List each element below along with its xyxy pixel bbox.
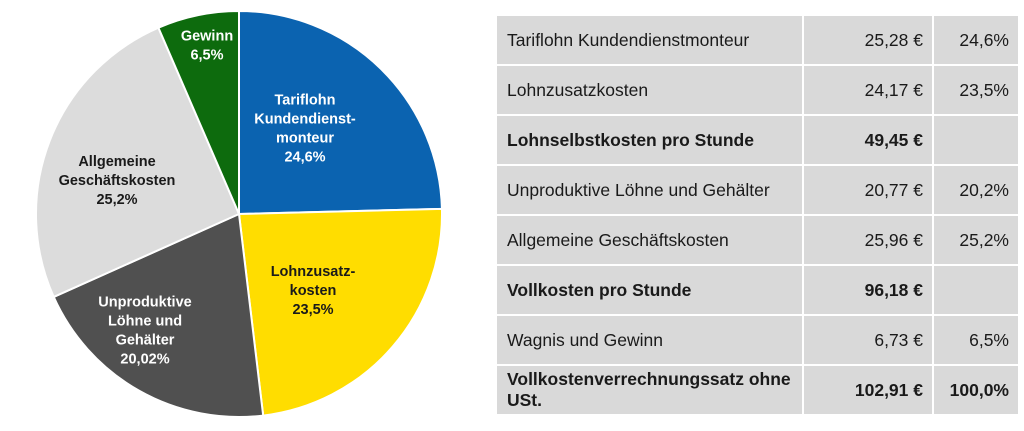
row-amount: 6,73 € [802, 316, 932, 366]
row-label: Lohnselbstkosten pro Stunde [497, 116, 802, 166]
row-percent [932, 116, 1018, 166]
pie-slice-label-line: Gewinn [181, 29, 233, 45]
pie-slice-label-line: 25,2% [96, 192, 137, 208]
row-percent: 100,0% [932, 366, 1018, 416]
cost-table-row: Lohnselbstkosten pro Stunde 49,45 € [497, 116, 1018, 166]
cost-table-row: Vollkostenverrechnungssatz ohne USt. 102,… [497, 366, 1018, 416]
cost-table-row: Vollkosten pro Stunde 96,18 € [497, 266, 1018, 316]
row-amount: 25,96 € [802, 216, 932, 266]
pie-slice [237, 207, 443, 417]
row-label: Vollkosten pro Stunde [497, 266, 802, 316]
row-label: Unproduktive Löhne und Gehälter [497, 166, 802, 216]
cost-table-row: Tariflohn Kundendienstmonteur 25,28 €24,6… [497, 16, 1018, 66]
row-label: Tariflohn Kundendienstmonteur [497, 16, 802, 66]
row-percent [932, 266, 1018, 316]
row-percent: 20,2% [932, 166, 1018, 216]
pie-slice-label: Tariflohn Kundendienst-monteur 24,6% [254, 93, 356, 166]
pie-slice-label: Unproduktive Löhne und Gehälter 20,02% [98, 295, 191, 368]
cost-table-row: Allgemeine Geschäftskosten 25,96 €25,2% [497, 216, 1018, 266]
pie-slice-label: Gewinn 6,5% [181, 29, 233, 64]
pie-slice-label-line: kosten [290, 283, 337, 299]
row-percent: 24,6% [932, 16, 1018, 66]
pie-slice-label: Lohnzusatz-kosten 23,5% [271, 264, 356, 318]
cost-table: Tariflohn Kundendienstmonteur 25,28 €24,6… [497, 16, 1018, 416]
pie-slice [238, 9, 443, 216]
row-amount: 24,17 € [802, 66, 932, 116]
pie-slice-label-line: monteur [276, 131, 334, 147]
cost-table-row: Lohnzusatzkosten 24,17 €23,5% [497, 66, 1018, 116]
row-amount: 96,18 € [802, 266, 932, 316]
pie-slice [157, 9, 240, 215]
pie-slice-label-line: Geschäftskosten [59, 173, 176, 189]
pie-slice-label-line: Unproduktive [98, 295, 191, 311]
pie-slice-label: Allgemeine Geschäftskosten 25,2% [59, 154, 176, 208]
row-percent: 23,5% [932, 66, 1018, 116]
pie-slice-label-line: 6,5% [190, 48, 223, 64]
cost-table-row: Unproduktive Löhne und Gehälter 20,77 €20… [497, 166, 1018, 216]
row-amount: 25,28 € [802, 16, 932, 66]
cost-table-body: Tariflohn Kundendienstmonteur 25,28 €24,6… [497, 16, 1018, 416]
pie-slice-label-line: Gehälter [116, 333, 175, 349]
pie-slice-label-line: 23,5% [292, 302, 333, 318]
pie-slice-label-line: Allgemeine [78, 154, 155, 170]
row-percent: 6,5% [932, 316, 1018, 366]
row-label: Vollkostenverrechnungssatz ohne USt. [497, 366, 802, 416]
pie-slice-label-line: Löhne und [108, 314, 182, 330]
pie-slice [52, 212, 265, 419]
row-label: Allgemeine Geschäftskosten [497, 216, 802, 266]
pie-slice-label-line: 24,6% [284, 150, 325, 166]
pie-slice [35, 26, 241, 299]
row-amount: 20,77 € [802, 166, 932, 216]
row-amount: 102,91 € [802, 366, 932, 416]
row-amount: 49,45 € [802, 116, 932, 166]
pie-chart: Tariflohn Kundendienst-monteur 24,6% Lohnzu… [35, 9, 443, 419]
pie-slice-label-line: Tariflohn [275, 93, 336, 109]
cost-table-row: Wagnis und Gewinn 6,73 €6,5% [497, 316, 1018, 366]
pie-slice-label-line: Kundendienst- [254, 112, 356, 128]
pie-slice-label-line: Lohnzusatz- [271, 264, 356, 280]
row-label: Lohnzusatzkosten [497, 66, 802, 116]
row-percent: 25,2% [932, 216, 1018, 266]
row-label: Wagnis und Gewinn [497, 316, 802, 366]
pie-slice-label-line: 20,02% [120, 352, 169, 368]
